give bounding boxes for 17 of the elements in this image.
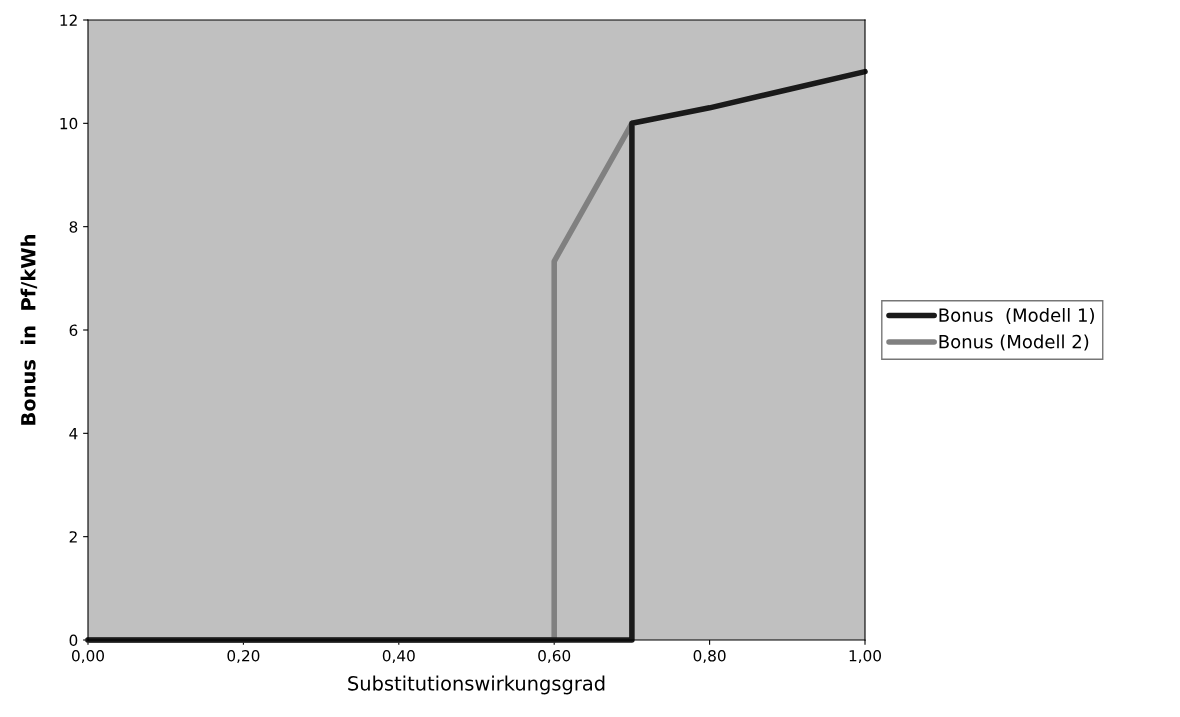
- y-tick-label: 0: [69, 634, 78, 647]
- x-axis-title: Substitutionswirkungsgrad: [348, 675, 605, 695]
- y-tick-label: 6: [69, 324, 78, 337]
- x-tick-label: 0,20: [227, 649, 260, 664]
- x-tick-label: 0,40: [382, 649, 415, 664]
- y-tick-label: 8: [69, 221, 78, 233]
- x-tick-label: 0,60: [538, 649, 571, 664]
- x-tick-label: 0,80: [693, 649, 726, 664]
- y-tick-label: 2: [69, 531, 77, 543]
- legend-label: Bonus (Modell 1): [939, 308, 1094, 325]
- y-axis-title: Bonus in Pf/kWh: [20, 234, 38, 425]
- y-tick-label: 12: [60, 14, 77, 26]
- y-tick-label: 10: [60, 117, 78, 130]
- x-tick-label: 0,00: [72, 649, 104, 664]
- legend-label: Bonus (Modell 2): [939, 334, 1089, 351]
- x-tick-label: 1,00: [849, 649, 881, 664]
- y-tick-label: 4: [69, 428, 78, 440]
